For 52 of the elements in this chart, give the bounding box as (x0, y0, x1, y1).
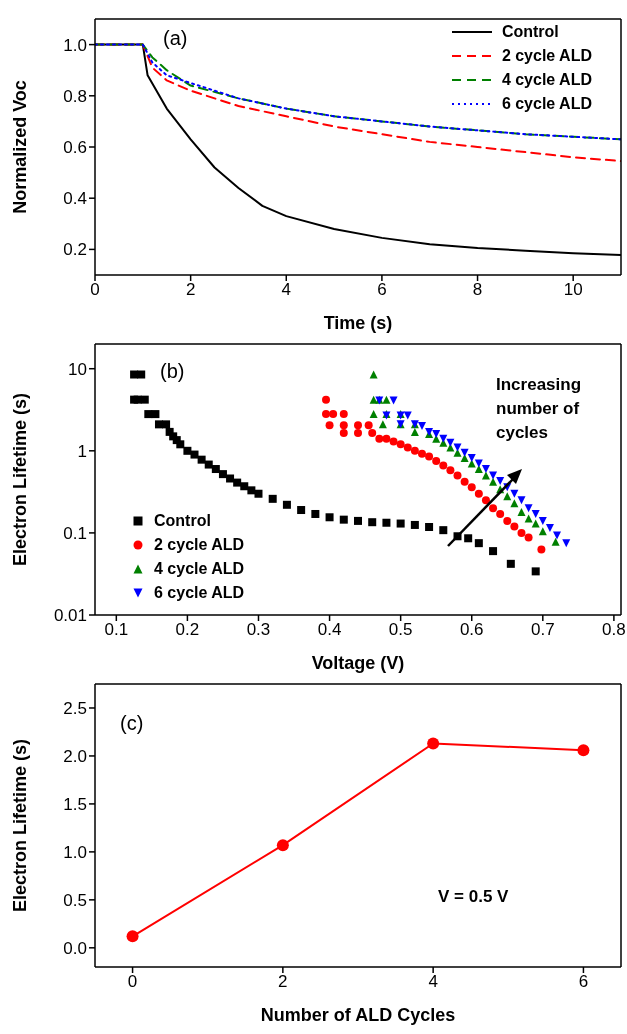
y-tick-label: 0.6 (63, 138, 87, 158)
y-tick-label: 0.5 (63, 890, 87, 910)
y-tick-label: 0.2 (63, 240, 87, 260)
x-axis-title: Number of ALD Cycles (260, 1005, 456, 1025)
y-tick-label: 0.4 (63, 189, 87, 209)
legend-label: 6 cycle ALD (501, 94, 592, 114)
x-tick-label: 6 (377, 280, 387, 300)
y-tick-label: 1.0 (63, 842, 87, 862)
x-tick-label: 8 (472, 280, 483, 300)
y-axis-title: Normalized Voc (10, 80, 31, 214)
legend-label: 6 cycle ALD (154, 583, 245, 603)
y-axis-title: Electron Lifetime (s) (10, 738, 31, 913)
x-tick-label: 2 (278, 972, 288, 992)
y-tick-label: 10 (68, 359, 87, 379)
y-tick-label: 1.5 (63, 794, 87, 814)
y-tick-label: 2.5 (63, 699, 87, 719)
x-tick-label: 0.6 (459, 620, 484, 640)
annotation: (b) (160, 359, 185, 383)
legend-label: 2 cycle ALD (501, 46, 592, 66)
x-tick-label: 0.1 (104, 620, 129, 640)
y-tick-label: 1 (77, 441, 87, 461)
y-axis-title: Electron Lifetime (s) (10, 392, 31, 567)
legend-label: 4 cycle ALD (154, 559, 245, 579)
annotation: V = 0.5 V (438, 886, 509, 908)
y-tick-label: 0.1 (63, 523, 87, 543)
x-tick-label: 0 (90, 280, 100, 300)
x-tick-label: 0.4 (317, 620, 342, 640)
annotation: Increasing number of cycles (496, 374, 583, 444)
legend-label: 2 cycle ALD (154, 535, 245, 555)
legend-label: 4 cycle ALD (501, 70, 592, 90)
annotation: (a) (163, 26, 188, 50)
x-tick-label: 2 (185, 280, 196, 300)
x-tick-label: 10 (563, 280, 583, 300)
y-tick-label: 0.01 (53, 606, 87, 626)
x-tick-label: 0.8 (602, 620, 626, 640)
x-tick-label: 0.7 (530, 620, 555, 640)
x-axis-title: Voltage (V) (311, 653, 405, 673)
x-tick-label: 4 (428, 972, 438, 992)
legend-label: Control (501, 22, 559, 42)
x-tick-label: 0.3 (246, 620, 271, 640)
x-tick-label: 0.5 (388, 620, 413, 640)
x-tick-label: 4 (281, 280, 292, 300)
y-tick-label: 0.8 (63, 86, 87, 106)
x-axis-title: Time (s) (323, 313, 393, 333)
x-tick-label: 0 (127, 972, 138, 992)
annotation: (c) (120, 711, 144, 735)
x-tick-label: 6 (578, 972, 589, 992)
y-tick-label: 0.0 (63, 938, 87, 958)
y-tick-label: 2.0 (63, 746, 87, 766)
legend-label: Control (154, 511, 211, 531)
x-tick-label: 0.2 (175, 620, 200, 640)
y-tick-label: 1.0 (63, 35, 87, 55)
